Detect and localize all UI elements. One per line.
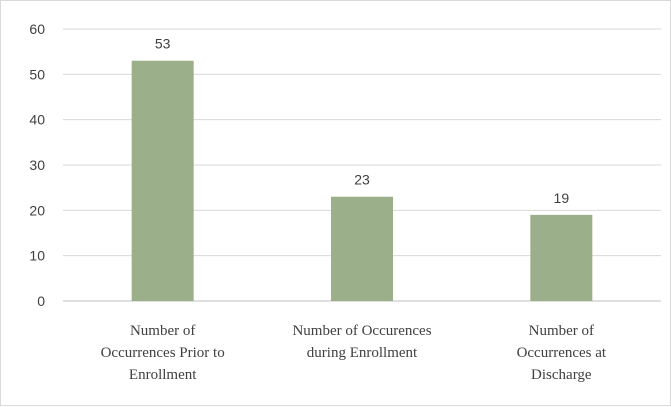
x-axis-categories: Number of Occurrences Prior to EnrollmentN… xyxy=(101,323,607,383)
y-tick-label: 30 xyxy=(29,157,45,173)
data-label: 19 xyxy=(554,190,570,206)
bar xyxy=(331,196,393,301)
data-labels: 53 23 19 xyxy=(155,36,569,206)
y-tick-label: 10 xyxy=(29,248,45,264)
x-category-line: Occurrences at xyxy=(517,345,607,361)
x-category-line: Number of Occurences xyxy=(292,323,431,339)
y-axis-ticks: 0 10 20 30 40 50 60 xyxy=(29,21,45,309)
data-label: 53 xyxy=(155,36,171,52)
x-category-line: Occurrences Prior to xyxy=(101,345,225,361)
bar xyxy=(530,214,593,301)
x-category-line: Discharge xyxy=(531,367,592,383)
x-category-line: Enrollment xyxy=(129,367,197,383)
bar xyxy=(131,60,194,301)
x-category-line: Number of xyxy=(529,323,594,339)
data-label: 23 xyxy=(354,172,370,188)
y-tick-label: 20 xyxy=(29,202,45,218)
y-tick-label: 60 xyxy=(29,21,45,37)
y-tick-label: 50 xyxy=(29,66,45,82)
y-tick-label: 40 xyxy=(29,112,45,128)
x-category-label: Number of Occurrences Prior to Enrollment xyxy=(101,323,225,383)
x-category-label: Number of Occurences during Enrollment xyxy=(292,323,431,361)
y-tick-label: 0 xyxy=(37,293,45,309)
x-category-line: Number of xyxy=(130,323,195,339)
x-category-line: during Enrollment xyxy=(307,345,418,361)
bars xyxy=(131,60,593,301)
x-category-label: Number of Occurrences at Discharge xyxy=(517,323,607,383)
